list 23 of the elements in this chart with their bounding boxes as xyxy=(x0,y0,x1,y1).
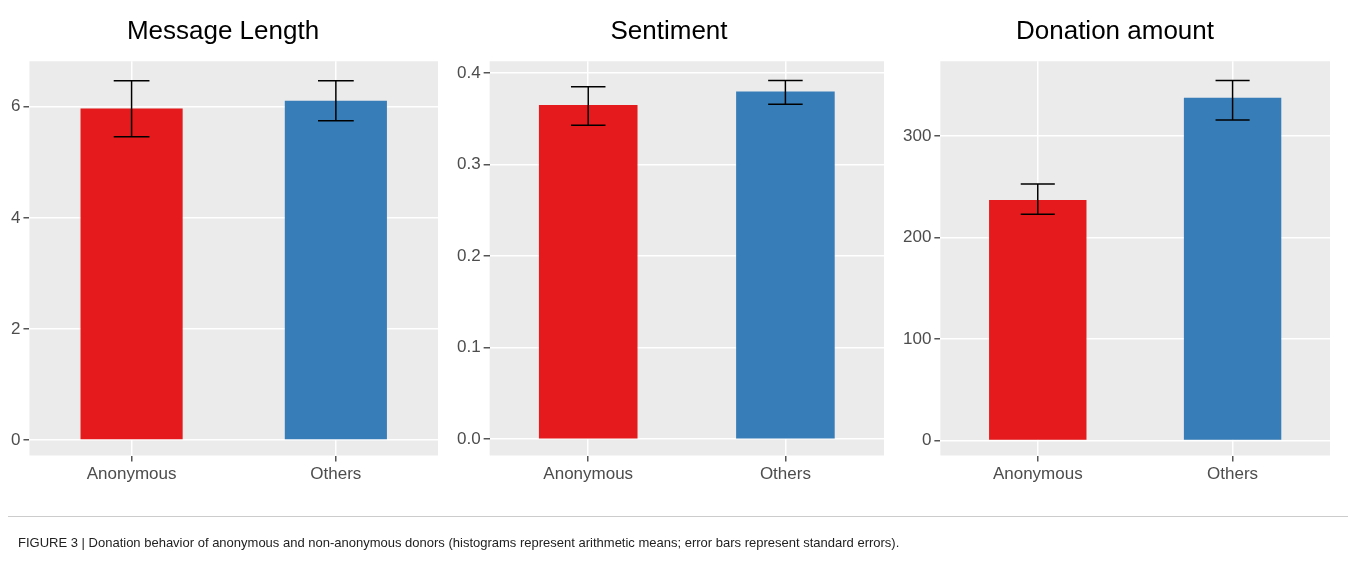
y-tick-label: 300 xyxy=(902,125,932,145)
y-tick-label: 4 xyxy=(10,207,21,227)
y-tick-label: 0.3 xyxy=(456,154,481,174)
x-tick-label: Others xyxy=(759,464,811,484)
x-tick-label: Anonymous xyxy=(86,464,177,484)
y-tick-label: 0.2 xyxy=(456,245,481,265)
y-tick-label: 6 xyxy=(10,96,21,116)
chart-title: Message Length xyxy=(126,14,320,45)
y-tick-label: 200 xyxy=(902,227,932,247)
chart-title: Sentiment xyxy=(610,14,729,45)
y-tick-label: 0 xyxy=(921,430,932,450)
y-tick-label: 0.4 xyxy=(456,62,481,82)
caption: FIGURE 3 | Donation behavior of anonymous and non-anonymous donors (histograms represent arithmetic means; error bars represent standard errors). xyxy=(18,535,901,550)
y-tick-label: 2 xyxy=(10,318,21,338)
y-tick-label: 0.0 xyxy=(456,428,481,448)
x-tick-label: Others xyxy=(310,464,362,484)
chart-title: Donation amount xyxy=(1015,14,1215,45)
y-tick-label: 0 xyxy=(10,429,21,449)
x-tick-label: Others xyxy=(1207,464,1259,484)
y-tick-label: 100 xyxy=(902,328,932,348)
x-tick-label: Anonymous xyxy=(543,464,634,484)
y-tick-label: 0.1 xyxy=(456,337,481,357)
x-tick-label: Anonymous xyxy=(992,464,1083,484)
